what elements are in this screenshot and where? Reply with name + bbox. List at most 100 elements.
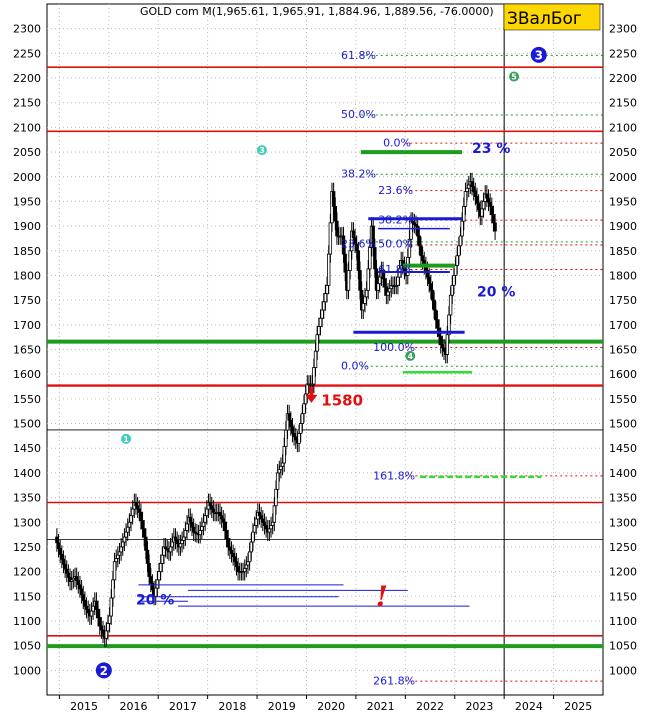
- price-bar-body: [218, 511, 222, 517]
- annotation-label: 20 %: [136, 593, 174, 609]
- price-bar-body: [109, 597, 113, 617]
- y-tick-label-left: 1750: [13, 294, 41, 307]
- annotation-label: 50.0%: [378, 237, 413, 250]
- price-bar-body: [264, 525, 268, 530]
- brand-badge: ЗВалБог: [503, 3, 601, 31]
- annotation-label: 161.8%: [373, 469, 415, 482]
- y-tick-label-left: 1700: [13, 319, 41, 332]
- price-bar-body: [155, 579, 160, 589]
- annotation-label: 0.0%: [341, 360, 369, 373]
- price-bar-body: [488, 201, 492, 207]
- y-tick-label-right: 2300: [609, 23, 637, 36]
- price-bar-body: [368, 247, 372, 270]
- price-bar-body: [257, 511, 262, 517]
- price-bar-body: [458, 235, 463, 247]
- y-tick-label-left: 2300: [13, 23, 41, 36]
- down-arrow-icon: [305, 386, 318, 403]
- y-tick-label-left: 2200: [13, 72, 41, 85]
- y-tick-label-right: 1300: [609, 516, 637, 529]
- price-bar-body: [348, 250, 352, 271]
- price-bar-body: [490, 205, 494, 215]
- price-bar-body: [419, 245, 423, 257]
- price-bar-body: [333, 205, 337, 222]
- number-badge-label: 2: [100, 664, 108, 678]
- y-tick-label-right: 2000: [609, 171, 637, 184]
- price-bar-body: [485, 193, 489, 199]
- y-tick-label-left: 1550: [13, 393, 41, 406]
- price-bar-body: [55, 536, 59, 544]
- price-bar-body: [191, 526, 196, 533]
- price-bar-body: [205, 508, 209, 517]
- price-bar-body: [201, 521, 206, 527]
- price-bar-body: [274, 488, 278, 507]
- number-badge-label: 4: [407, 352, 413, 361]
- price-bar-body: [272, 505, 277, 523]
- price-bar-body: [246, 561, 250, 566]
- price-bar-body: [234, 561, 239, 568]
- annotation-label: 50.0%: [341, 108, 376, 121]
- price-bar-body: [106, 623, 110, 632]
- price-bar-body: [89, 610, 94, 617]
- price-bar-body: [139, 511, 143, 522]
- price-bar-body: [448, 294, 453, 316]
- price-bar-body: [297, 433, 301, 444]
- price-bar-body: [140, 520, 145, 530]
- price-bar-body: [442, 347, 446, 352]
- annotation-label: 23.6%: [341, 237, 376, 250]
- price-bar-body: [363, 296, 367, 304]
- price-bar-body: [142, 528, 146, 538]
- y-tick-label-left: 1150: [13, 590, 41, 603]
- price-bar-body: [434, 309, 438, 321]
- price-bar-body: [302, 403, 306, 415]
- price-bar-body: [65, 568, 69, 574]
- price-bar-body: [182, 536, 186, 541]
- x-tick-label: 2015: [70, 700, 98, 713]
- price-bar-body: [81, 594, 85, 601]
- price-bar-body: [198, 530, 202, 535]
- annotation-label: 61.8%: [378, 263, 413, 276]
- y-tick-label-left: 1250: [13, 541, 41, 554]
- price-bar-body: [335, 220, 339, 237]
- y-tick-label-left: 1650: [13, 344, 41, 357]
- price-bar-body: [465, 187, 469, 192]
- price-bar-body: [83, 599, 87, 607]
- price-bar-body: [343, 253, 347, 273]
- x-tick-label: 2025: [564, 700, 592, 713]
- price-bar-body: [290, 426, 295, 434]
- y-tick-label-left: 1200: [13, 566, 41, 579]
- price-bar-body: [211, 508, 216, 513]
- level-lines: [47, 4, 603, 695]
- price-bar-body: [130, 508, 135, 517]
- price-bar-body: [111, 579, 115, 599]
- price-bar-body: [320, 309, 324, 319]
- y-tick-label-right: 2100: [609, 121, 637, 134]
- price-bar-body: [289, 419, 293, 428]
- annotation-label: 1580: [321, 391, 363, 409]
- number-badge-label: 3: [259, 146, 265, 155]
- price-bar-body: [318, 317, 323, 327]
- price-bar-body: [358, 270, 362, 291]
- x-tick-label: 2019: [268, 700, 296, 713]
- number-badge-circle: [405, 350, 416, 361]
- price-bar-body: [275, 472, 280, 490]
- y-tick-label-right: 1850: [609, 245, 637, 258]
- price-bar-body: [63, 563, 67, 570]
- price-bar-body: [112, 561, 117, 581]
- chart-title: GOLD com M(1,965.61, 1,965.91, 1,884.96,…: [140, 5, 494, 18]
- y-tick-label-left: 1450: [13, 442, 41, 455]
- price-bar-body: [60, 553, 64, 560]
- y-tick-label-right: 1500: [609, 418, 637, 431]
- price-bar-body: [127, 521, 132, 528]
- price-bar-body: [457, 245, 461, 257]
- price-bar-body: [323, 293, 328, 303]
- price-bar-body: [208, 502, 212, 507]
- price-bar-body: [119, 546, 123, 553]
- price-bar-body: [84, 605, 89, 610]
- price-bar-body: [361, 303, 366, 311]
- price-bar-body: [440, 344, 445, 349]
- price-bar-body: [427, 276, 431, 285]
- price-bar-body: [101, 629, 105, 635]
- y-tick-label-right: 1150: [609, 590, 637, 603]
- price-bar-body: [228, 546, 232, 551]
